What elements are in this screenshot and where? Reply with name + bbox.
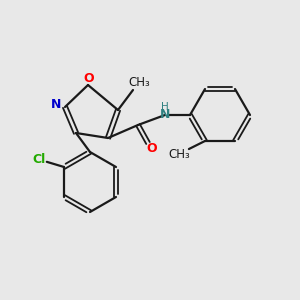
Text: N: N — [160, 109, 170, 122]
Text: Cl: Cl — [32, 153, 45, 166]
Text: CH₃: CH₃ — [168, 148, 190, 160]
Text: H: H — [161, 102, 169, 112]
Text: O: O — [84, 71, 94, 85]
Text: N: N — [51, 98, 61, 112]
Text: O: O — [147, 142, 157, 154]
Text: CH₃: CH₃ — [128, 76, 150, 89]
